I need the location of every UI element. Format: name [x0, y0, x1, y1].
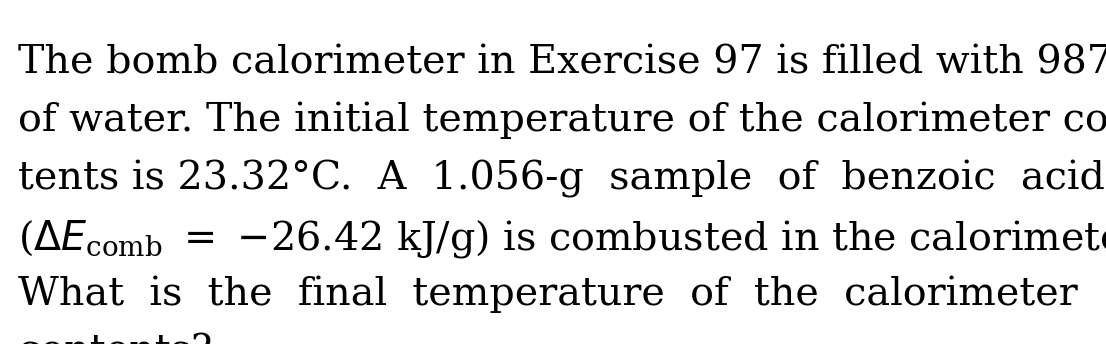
Text: The bomb calorimeter in Exercise 97 is filled with 987 g: The bomb calorimeter in Exercise 97 is f…: [18, 44, 1106, 82]
Text: ($\Delta$$E_{\mathregular{comb}}$ $=$ $-$26.42 kJ/g) is combusted in the calorim: ($\Delta$$E_{\mathregular{comb}}$ $=$ $-…: [18, 218, 1106, 260]
Text: of water. The initial temperature of the calorimeter con-: of water. The initial temperature of the…: [18, 101, 1106, 139]
Text: contents?: contents?: [18, 334, 212, 344]
Text: tents is 23.32°C.  A  1.056-g  sample  of  benzoic  acid: tents is 23.32°C. A 1.056-g sample of be…: [18, 160, 1105, 198]
Text: What  is  the  final  temperature  of  the  calorimeter: What is the final temperature of the cal…: [18, 276, 1077, 313]
